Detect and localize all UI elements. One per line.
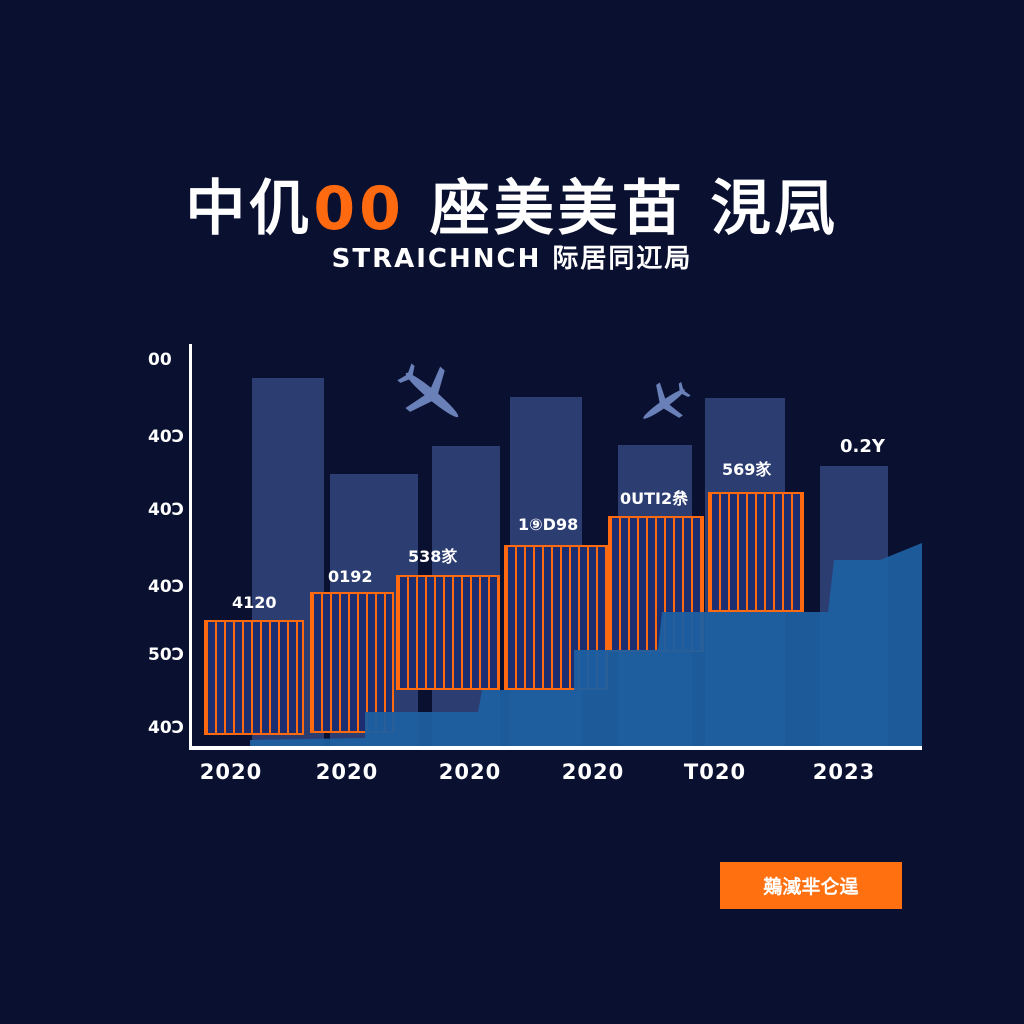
airplane-icon bbox=[643, 381, 691, 419]
data-label: 1⑨D98 bbox=[518, 515, 579, 534]
x-tick-label: 2023 bbox=[812, 760, 876, 784]
title-accent-number: 00 bbox=[313, 174, 405, 244]
data-bar bbox=[504, 545, 608, 690]
x-tick-label: T020 bbox=[683, 760, 747, 784]
title-prefix: 中仉 bbox=[185, 174, 314, 244]
airplane-icon bbox=[397, 363, 459, 418]
x-tick-label: 2020 bbox=[315, 760, 379, 784]
data-bar bbox=[396, 575, 500, 690]
data-label: 0.2Y bbox=[840, 436, 885, 457]
data-label: 0UTI2㕘 bbox=[620, 489, 689, 508]
chart-subtitle: STRAICHNCH 际居同䢋局 bbox=[331, 244, 693, 274]
data-bar bbox=[608, 516, 704, 652]
y-tick-label: 00 bbox=[148, 350, 172, 370]
data-bar bbox=[310, 592, 394, 733]
data-label: 0192 bbox=[328, 567, 373, 586]
x-tick-label: 2020 bbox=[199, 760, 263, 784]
data-label: 569㒸 bbox=[722, 460, 772, 479]
x-axis-line bbox=[189, 746, 922, 750]
data-label: 538㒸 bbox=[408, 547, 458, 566]
data-label: 4120 bbox=[232, 593, 277, 612]
data-bar bbox=[204, 620, 304, 735]
title-suffix: 座美美苗 涀凨 bbox=[429, 174, 839, 244]
y-axis-line bbox=[189, 344, 192, 750]
chart-title: 中仉00 座美美苗 涀凨 bbox=[0, 160, 1024, 247]
data-bar bbox=[708, 492, 804, 612]
y-tick-label: 40Ↄ bbox=[148, 500, 185, 520]
x-tick-label: 2020 bbox=[561, 760, 625, 784]
y-tick-label: 50Ↄ bbox=[148, 645, 185, 665]
y-tick-label: 40Ↄ bbox=[148, 718, 185, 738]
x-tick-label: 2020 bbox=[438, 760, 502, 784]
y-tick-label: 40Ↄ bbox=[148, 427, 185, 447]
cta-button[interactable]: 鶧㵄芈仑逞 bbox=[720, 862, 902, 909]
y-tick-label: 40Ↄ bbox=[148, 577, 185, 597]
